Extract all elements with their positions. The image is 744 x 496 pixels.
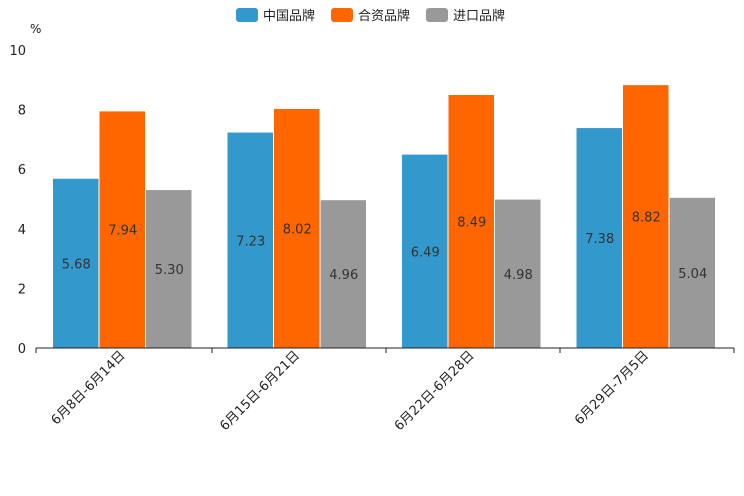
- bar-value-label: 6.49: [411, 245, 440, 260]
- bar: [448, 94, 494, 348]
- bar: [320, 200, 366, 348]
- bar-value-label: 4.98: [504, 268, 533, 283]
- bar: [623, 85, 669, 348]
- x-tick-label: 6月8日-6月14日: [49, 348, 129, 428]
- bar: [227, 132, 273, 348]
- y-tick-label: 8: [18, 104, 26, 119]
- legend-swatch: [426, 8, 448, 22]
- bar: [495, 199, 541, 348]
- bar-value-label: 8.49: [457, 215, 486, 230]
- legend-label: 合资品牌: [358, 8, 410, 24]
- bar-value-label: 5.30: [155, 263, 184, 278]
- legend-label: 中国品牌: [263, 8, 315, 24]
- legend-swatch: [236, 8, 258, 22]
- y-tick-label: 0: [18, 342, 26, 357]
- bar: [669, 197, 715, 348]
- x-tick-label: 6月22日-6月28日: [392, 348, 478, 434]
- bars: [53, 85, 715, 348]
- bar: [274, 109, 320, 348]
- bar-value-label: 4.96: [329, 268, 358, 283]
- bar: [99, 111, 145, 348]
- legend-label: 进口品牌: [453, 8, 505, 24]
- bar: [146, 190, 192, 348]
- bar-value-label: 7.38: [585, 232, 614, 247]
- y-tick-label: 2: [18, 282, 26, 297]
- bar-value-label: 7.23: [236, 234, 265, 249]
- bar-value-label: 5.04: [678, 267, 707, 282]
- bar-value-label: 8.02: [283, 223, 312, 238]
- legend-swatch: [331, 8, 353, 22]
- x-axis-ticks: 6月8日-6月14日 6月15日-6月21日 6月22日-6月28日 6月29日-7月…: [35, 348, 735, 434]
- bar: [53, 178, 99, 348]
- value-labels: 5.68 7.94 5.30 7.23 8.02 4.96 6.49 8.49 4.98 7.38…: [62, 211, 707, 284]
- legend: 中国品牌 合资品牌 进口品牌: [236, 8, 505, 24]
- bar: [576, 128, 622, 348]
- y-tick-label: 10: [9, 44, 26, 59]
- y-tick-label: 6: [18, 163, 26, 178]
- x-tick-label: 6月29日-7月5日: [572, 348, 652, 428]
- x-tick-label: 6月15日-6月21日: [217, 348, 303, 434]
- bar: [402, 154, 448, 348]
- bar-value-label: 5.68: [62, 257, 91, 272]
- bar-value-label: 8.82: [632, 211, 661, 226]
- y-axis-ticks: 0 2 4 6 8 10: [9, 44, 26, 357]
- y-tick-label: 4: [18, 223, 26, 238]
- bar-value-label: 7.94: [108, 224, 137, 239]
- y-axis-unit: %: [30, 22, 41, 36]
